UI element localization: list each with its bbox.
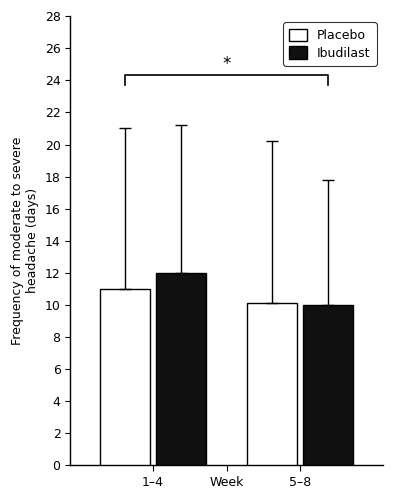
Bar bbox=[100, 289, 150, 466]
Bar bbox=[247, 304, 297, 466]
Legend: Placebo, Ibudilast: Placebo, Ibudilast bbox=[283, 22, 377, 66]
Text: *: * bbox=[222, 55, 231, 73]
Bar bbox=[156, 273, 206, 466]
Y-axis label: Frequency of moderate to severe
headache (days): Frequency of moderate to severe headache… bbox=[11, 136, 39, 345]
Bar bbox=[303, 305, 353, 466]
